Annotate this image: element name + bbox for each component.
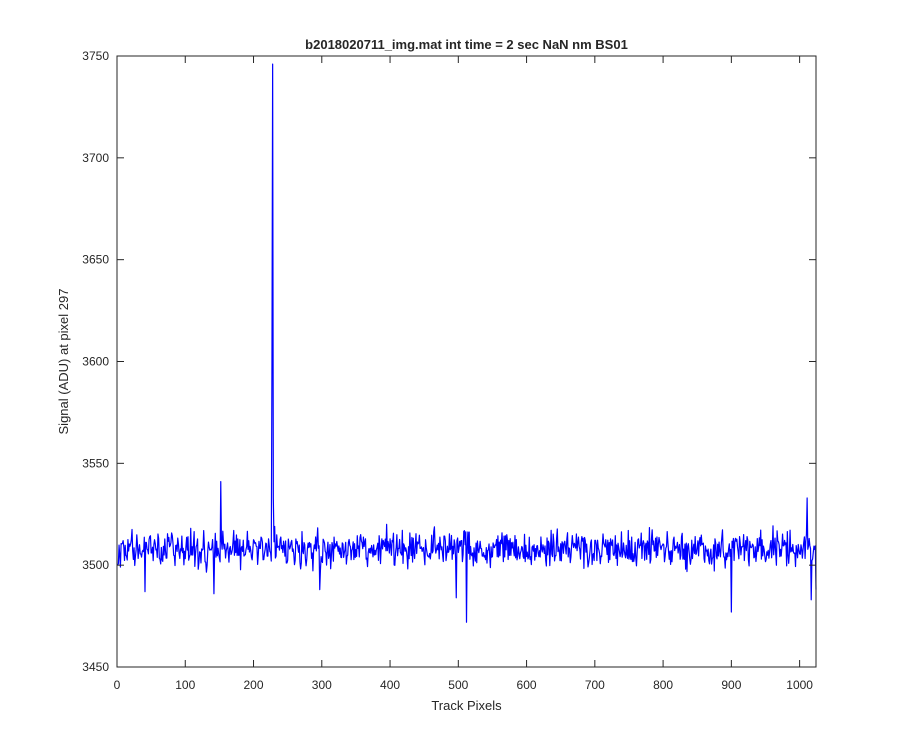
y-axis-label: Signal (ADU) at pixel 297 xyxy=(56,289,71,435)
x-tick-label: 0 xyxy=(114,678,121,692)
x-tick-label: 1000 xyxy=(786,678,813,692)
x-axis-label: Track Pixels xyxy=(431,698,502,713)
y-tick-label: 3750 xyxy=(82,49,109,63)
series-layer xyxy=(117,63,817,623)
chart-title: b2018020711_img.mat int time = 2 sec NaN… xyxy=(305,37,628,52)
x-tick-label: 100 xyxy=(175,678,195,692)
y-tick-label: 3600 xyxy=(82,355,109,369)
x-tick-label: 400 xyxy=(380,678,400,692)
x-axis: 0 100 200 300 400 500 600 700 800 900 1000 xyxy=(114,56,813,692)
x-tick-label: 600 xyxy=(517,678,537,692)
y-axis: 3450 3500 3550 3600 3650 3700 3750 xyxy=(82,49,816,674)
x-tick-label: 700 xyxy=(585,678,605,692)
x-tick-label: 800 xyxy=(653,678,673,692)
y-tick-label: 3500 xyxy=(82,558,109,572)
x-tick-label: 300 xyxy=(312,678,332,692)
x-tick-label: 200 xyxy=(244,678,264,692)
y-tick-label: 3650 xyxy=(82,253,109,267)
signal-series-line xyxy=(117,63,817,623)
y-tick-label: 3550 xyxy=(82,456,109,470)
x-tick-label: 900 xyxy=(721,678,741,692)
y-tick-label: 3450 xyxy=(82,660,109,674)
x-tick-label: 500 xyxy=(448,678,468,692)
y-tick-label: 3700 xyxy=(82,151,109,165)
